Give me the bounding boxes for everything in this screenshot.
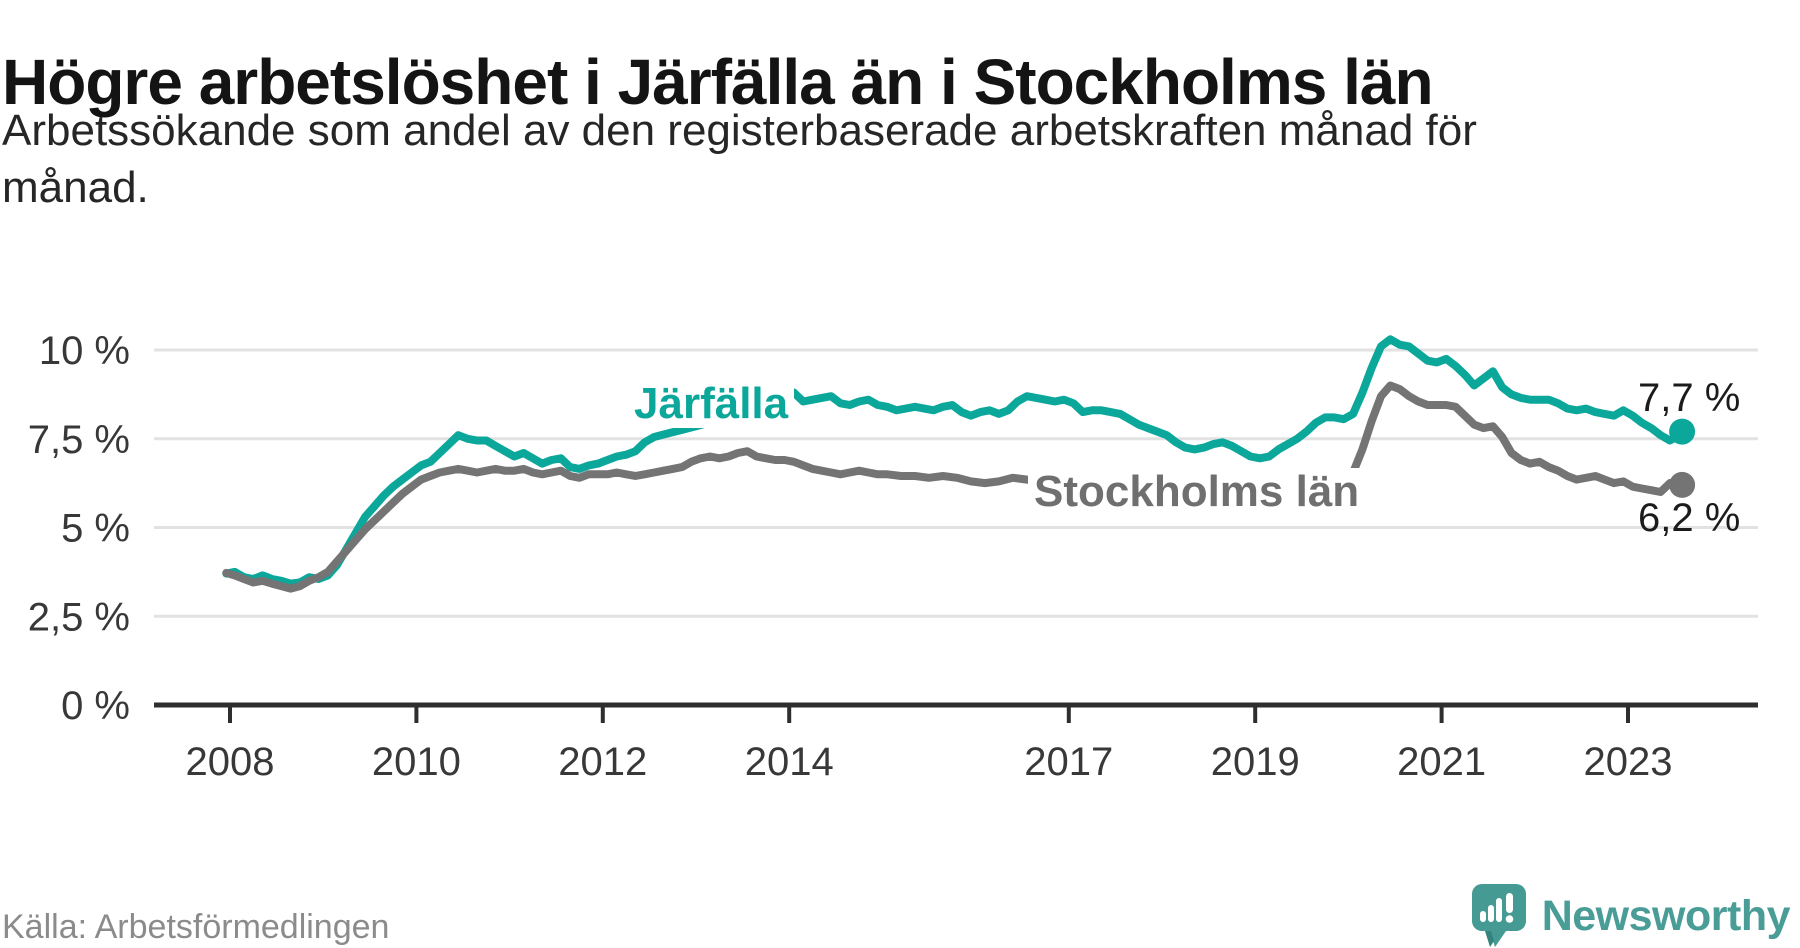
y-axis-tick-label: 0 %: [61, 684, 130, 728]
series-line-jarfalla: [222, 335, 1687, 588]
x-axis-tick-label: 2019: [1211, 740, 1300, 784]
x-axis-tick-label: 2010: [372, 740, 461, 784]
x-axis-tick-label: 2021: [1397, 740, 1486, 784]
x-axis-tick-label: 2008: [186, 740, 275, 784]
x-axis-tick-label: 2014: [745, 740, 834, 784]
newsworthy-logo: Newsworthy: [1471, 884, 1791, 948]
end-value-label-jarfalla: 7,7 %: [1638, 376, 1741, 420]
subtitle-line-2: månad.: [2, 163, 149, 212]
y-axis-tick-label: 2,5 %: [28, 595, 130, 639]
series-end-dot-stockholms-lan: [1669, 471, 1696, 498]
x-axis-tick-label: 2017: [1024, 740, 1113, 784]
x-axis-tick-label: 2023: [1584, 740, 1673, 784]
y-axis-tick-label: 5 %: [61, 507, 130, 551]
y-axis-tick-label: 10 %: [39, 329, 130, 373]
x-axis-tick-label: 2012: [558, 740, 647, 784]
subtitle-line-1: Arbetssökande som andel av den registerb…: [2, 106, 1477, 155]
series-line-stockholms-lan: [222, 381, 1687, 593]
page-title: Högre arbetslöshet i Järfälla än i Stock…: [2, 45, 1434, 118]
brand-name: Newsworthy: [1541, 891, 1791, 940]
series-label-jarfalla: Järfälla: [628, 380, 795, 429]
series-end-dot-jarfalla: [1669, 418, 1696, 445]
speech-bubble-bar-chart-icon: [1471, 884, 1526, 947]
end-value-label-stockholms-lan: 6,2 %: [1638, 496, 1741, 540]
y-axis-tick-label: 7,5 %: [28, 418, 130, 462]
chart-subtitle: Arbetssökande som andel av den registerb…: [2, 102, 1702, 216]
series-label-stockholms-lan: Stockholms län: [1028, 468, 1366, 517]
source-caption: Källa: Arbetsförmedlingen: [2, 908, 390, 946]
